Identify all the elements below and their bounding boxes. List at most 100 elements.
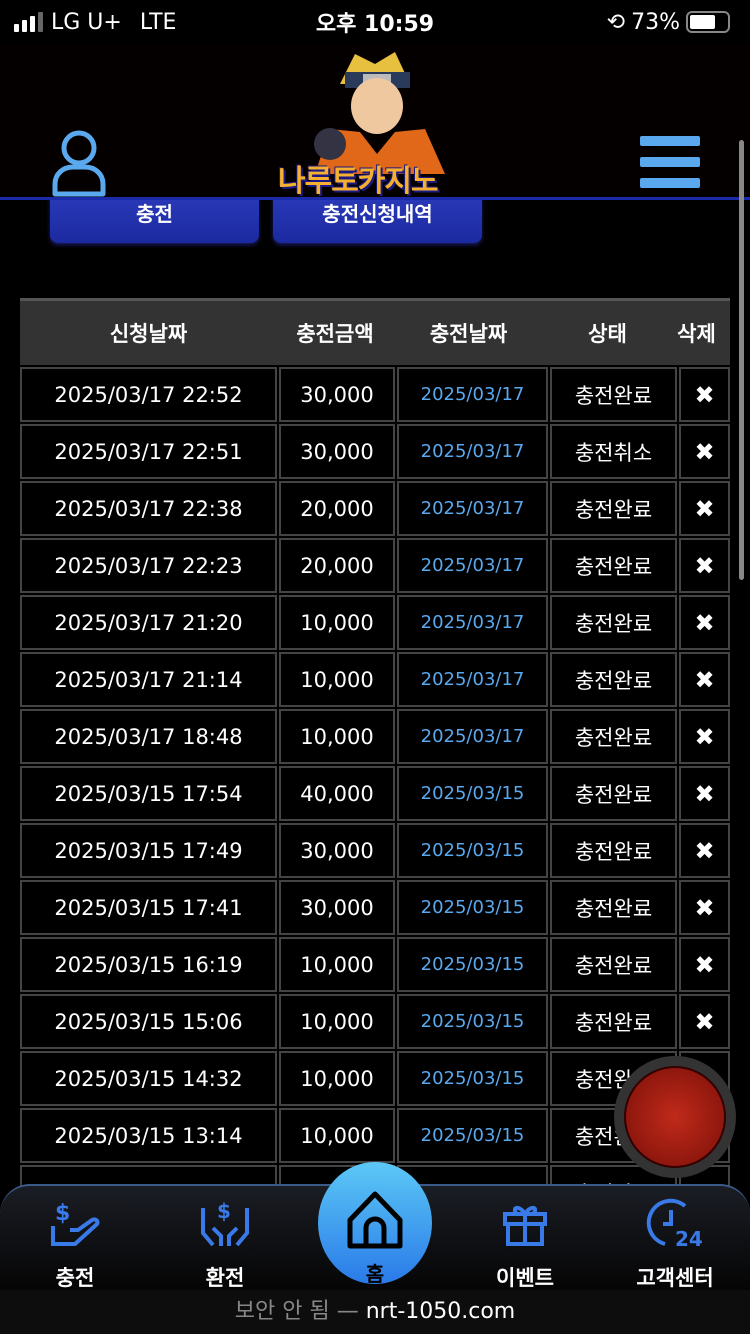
status: 충전완료	[550, 823, 677, 878]
table-row: 2025/03/15 15:06 10,000 2025/03/15 충전완료 ✖	[20, 992, 730, 1049]
delete-icon[interactable]: ✖	[679, 823, 730, 878]
network: LTE	[139, 9, 177, 35]
request-date: 2025/03/17 21:20	[20, 595, 277, 650]
amount: 30,000	[279, 367, 395, 422]
status: 충전완료	[550, 880, 677, 935]
delete-icon[interactable]: ✖	[679, 766, 730, 821]
svg-text:$: $	[217, 1199, 231, 1223]
logo-image[interactable]	[275, 44, 475, 194]
charge-date: 2025/03/17	[397, 538, 548, 593]
amount: 10,000	[279, 1108, 395, 1163]
request-date: 2025/03/17 21:14	[20, 652, 277, 707]
delete-icon[interactable]: ✖	[679, 538, 730, 593]
request-date: 2025/03/17 22:52	[20, 367, 277, 422]
user-icon[interactable]	[30, 90, 128, 214]
charge-date: 2025/03/17	[397, 367, 548, 422]
amount: 10,000	[279, 994, 395, 1049]
header-charge-date: 충전날짜	[429, 322, 508, 346]
request-date: 2025/03/15 14:32	[20, 1051, 277, 1106]
amount: 10,000	[279, 709, 395, 764]
clock: 오후 10:59	[315, 12, 435, 37]
amount: 10,000	[279, 1051, 395, 1106]
delete-icon[interactable]: ✖	[679, 994, 730, 1049]
amount: 10,000	[279, 595, 395, 650]
request-date: 2025/03/15 17:49	[20, 823, 277, 878]
charge-date: 2025/03/17	[397, 424, 548, 479]
header: 나루토카지노	[0, 44, 750, 200]
gift-icon	[503, 1206, 547, 1246]
carrier: LG U+	[51, 9, 122, 35]
request-date: 2025/03/17 22:38	[20, 481, 277, 536]
clock-24-icon: 24	[646, 1198, 703, 1251]
url-bar[interactable]: 보안 안 됨 — nrt-1050.com	[0, 1290, 750, 1334]
charge-date: 2025/03/15	[397, 766, 548, 821]
header-request-date: 신청날짜	[109, 322, 188, 346]
status: 충전완료	[550, 652, 677, 707]
table-row: 2025/03/15 17:54 40,000 2025/03/15 충전완료 ✖	[20, 764, 730, 821]
nav-home[interactable]: 홈	[318, 1162, 432, 1286]
delete-icon[interactable]: ✖	[679, 937, 730, 992]
charge-date: 2025/03/17	[397, 595, 548, 650]
status: 충전완료	[550, 994, 677, 1049]
delete-icon[interactable]: ✖	[679, 481, 730, 536]
charge-date: 2025/03/15	[397, 823, 548, 878]
amount: 10,000	[279, 652, 395, 707]
battery-icon	[686, 11, 730, 33]
table-row: 2025/03/17 22:23 20,000 2025/03/17 충전완료 ✖	[20, 536, 730, 593]
charge-date: 2025/03/17	[397, 652, 548, 707]
table-row: 2025/03/17 21:20 10,000 2025/03/17 충전완료 ✖	[20, 593, 730, 650]
amount: 10,000	[279, 937, 395, 992]
status-bar: LG U+ LTE 오후 10:59 ⟲ 73%	[0, 0, 750, 44]
charge-date: 2025/03/15	[397, 880, 548, 935]
header-delete: 삭제	[677, 322, 716, 346]
delete-icon[interactable]: ✖	[679, 652, 730, 707]
table-header: 신청날짜 충전금액 충전날짜 상태 삭제	[20, 298, 730, 365]
request-date: 2025/03/17 22:23	[20, 538, 277, 593]
url-domain: nrt-1050.com	[365, 1299, 516, 1324]
nav-charge[interactable]: $ 충전	[15, 1186, 135, 1292]
status: 충전완료	[550, 538, 677, 593]
delete-icon[interactable]: ✖	[679, 880, 730, 935]
home-icon	[347, 1191, 403, 1249]
delete-icon[interactable]: ✖	[679, 709, 730, 764]
hamburger-menu-icon[interactable]	[640, 136, 700, 199]
logo-text: 나루토카지노	[278, 164, 439, 199]
nav-exchange[interactable]: $ 환전	[165, 1186, 285, 1292]
delete-icon[interactable]: ✖	[679, 367, 730, 422]
header-status: 상태	[588, 322, 627, 346]
battery-percent: 73%	[631, 9, 680, 35]
charge-date: 2025/03/15	[397, 994, 548, 1049]
signal-icon	[14, 12, 43, 32]
table-row: 2025/03/17 21:14 10,000 2025/03/17 충전완료 ✖	[20, 650, 730, 707]
table-row: 2025/03/15 17:41 30,000 2025/03/15 충전완료 ✖	[20, 878, 730, 935]
amount: 30,000	[279, 880, 395, 935]
request-date: 2025/03/17 22:51	[20, 424, 277, 479]
charge-date: 2025/03/15	[397, 1051, 548, 1106]
amount: 30,000	[279, 424, 395, 479]
svg-text:24: 24	[675, 1227, 703, 1248]
request-date: 2025/03/15 17:41	[20, 880, 277, 935]
hands-dollar-icon: $	[201, 1199, 249, 1247]
charge-date: 2025/03/15	[397, 1108, 548, 1163]
request-date: 2025/03/15 17:54	[20, 766, 277, 821]
request-date: 2025/03/17 18:48	[20, 709, 277, 764]
nav-customer-center[interactable]: 24 고객센터	[615, 1186, 735, 1292]
nav-event[interactable]: 이벤트	[465, 1186, 585, 1292]
delete-icon[interactable]: ✖	[679, 595, 730, 650]
table-row: 2025/03/17 22:38 20,000 2025/03/17 충전완료 ✖	[20, 479, 730, 536]
request-date: 2025/03/15 13:14	[20, 1108, 277, 1163]
rotation-lock-icon: ⟲	[606, 9, 626, 35]
status: 충전취소	[550, 424, 677, 479]
sharingan-floating-button[interactable]	[614, 1056, 736, 1178]
request-date: 2025/03/15 16:19	[20, 937, 277, 992]
table-row: 2025/03/17 18:48 10,000 2025/03/17 충전완료 ✖	[20, 707, 730, 764]
svg-text:$: $	[55, 1201, 70, 1226]
status: 충전완료	[550, 481, 677, 536]
amount: 30,000	[279, 823, 395, 878]
delete-icon[interactable]: ✖	[679, 424, 730, 479]
status: 충전완료	[550, 937, 677, 992]
table-row: 2025/03/17 22:51 30,000 2025/03/17 충전취소 ✖	[20, 422, 730, 479]
status: 충전완료	[550, 595, 677, 650]
charge-date: 2025/03/17	[397, 481, 548, 536]
scrollbar[interactable]	[739, 140, 744, 580]
